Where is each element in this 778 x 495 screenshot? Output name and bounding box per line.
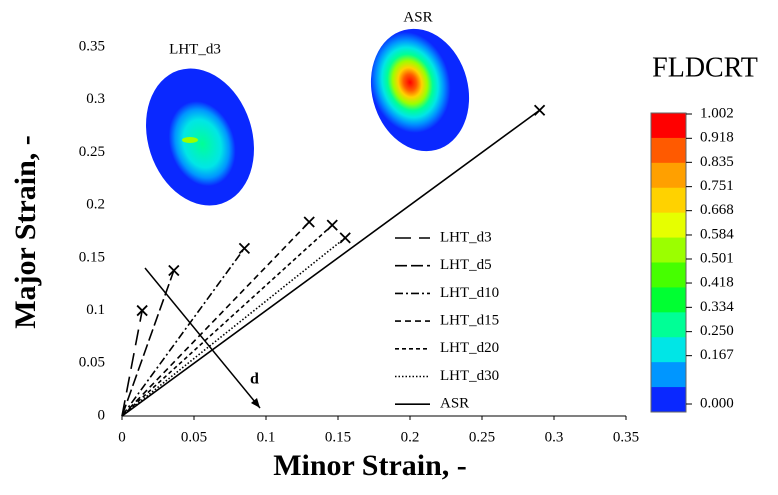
series-line bbox=[121, 221, 310, 417]
legend-label: LHT_d10 bbox=[440, 285, 499, 301]
colorbar-band bbox=[651, 187, 686, 214]
colorbar-band bbox=[651, 287, 686, 313]
series-line bbox=[121, 310, 143, 417]
annotation: d bbox=[250, 371, 259, 388]
colorbar-band bbox=[651, 237, 686, 263]
end-marker bbox=[238, 242, 251, 255]
colorbar-band bbox=[651, 212, 686, 239]
y-tick-label: 0.1 bbox=[86, 302, 105, 318]
y-tick-label: 0.15 bbox=[79, 249, 105, 265]
legend-label: LHT_d30 bbox=[440, 368, 499, 384]
series-line bbox=[121, 270, 175, 417]
y-tick-label: 0 bbox=[98, 407, 106, 423]
x-tick-label: 0 bbox=[118, 429, 126, 445]
x-tick-label: 0.35 bbox=[613, 429, 639, 445]
arrow-head bbox=[251, 398, 260, 408]
series-line bbox=[121, 237, 346, 417]
end-marker bbox=[339, 232, 351, 244]
colorbar-tick-label: 0.751 bbox=[700, 178, 734, 194]
x-tick-label: 0.1 bbox=[257, 429, 276, 445]
colorbar-tick-label: 0.334 bbox=[700, 299, 734, 315]
y-tick-label: 0.35 bbox=[79, 38, 105, 54]
colorbar-tick-label: 0.835 bbox=[700, 154, 734, 170]
colorbar-tick-label: 1.002 bbox=[700, 105, 734, 121]
colorbar-tick-label: 0.501 bbox=[700, 250, 734, 266]
colorbar-tick-label: 0.418 bbox=[700, 274, 734, 290]
end-marker bbox=[168, 264, 180, 277]
legend-label: LHT_d15 bbox=[440, 313, 499, 329]
legend-label: LHT_d20 bbox=[440, 340, 499, 356]
legend-label: LHT_d3 bbox=[440, 229, 492, 245]
y-tick-label: 0.05 bbox=[79, 355, 105, 371]
contour-image bbox=[146, 68, 254, 206]
end-marker bbox=[303, 216, 315, 228]
colorbar-band bbox=[651, 137, 686, 164]
colorbar-band bbox=[651, 262, 686, 288]
colorbar-band bbox=[651, 162, 686, 189]
end-marker bbox=[326, 219, 338, 231]
colorbar-band bbox=[651, 312, 686, 338]
x-tick-label: 0.3 bbox=[545, 429, 564, 445]
colorbar-band bbox=[651, 362, 686, 388]
y-tick-label: 0.3 bbox=[86, 91, 105, 107]
colorbar-tick-label: 0.918 bbox=[700, 130, 734, 146]
colorbar-tick-label: 0.000 bbox=[700, 395, 734, 411]
colorbar-band bbox=[651, 337, 686, 363]
end-marker bbox=[533, 104, 546, 116]
end-marker bbox=[136, 304, 148, 317]
y-tick-label: 0.2 bbox=[86, 197, 105, 213]
arrow bbox=[144, 267, 261, 409]
series-line bbox=[121, 247, 246, 417]
colorbar-band bbox=[651, 113, 686, 139]
series-line bbox=[121, 224, 333, 417]
annotation: LHT_d3 bbox=[169, 41, 221, 57]
colorbar-title: FLDCRT bbox=[652, 52, 758, 83]
colorbar-tick-label: 0.250 bbox=[700, 323, 734, 339]
colorbar-frame bbox=[650, 112, 687, 413]
annotation: ASR bbox=[403, 9, 432, 25]
colorbar-tick-label: 0.668 bbox=[700, 202, 734, 218]
contour-image bbox=[370, 28, 470, 152]
x-tick-label: 0.25 bbox=[469, 429, 495, 445]
series-line bbox=[121, 109, 541, 417]
colorbar-tick-label: 0.167 bbox=[700, 347, 734, 363]
colorbar-tick-label: 0.584 bbox=[700, 226, 734, 242]
x-tick-label: 0.15 bbox=[325, 429, 351, 445]
colorbar-band bbox=[651, 387, 686, 413]
legend-label: ASR bbox=[440, 396, 469, 412]
y-tick-label: 0.25 bbox=[79, 144, 105, 160]
legend-label: LHT_d5 bbox=[440, 257, 492, 273]
x-tick-label: 0.2 bbox=[401, 429, 420, 445]
x-tick-label: 0.05 bbox=[181, 429, 207, 445]
x-axis-label: Minor Strain, - bbox=[273, 449, 467, 482]
contour-spot bbox=[182, 137, 198, 143]
y-axis-label: Major Strain, - bbox=[9, 135, 42, 329]
